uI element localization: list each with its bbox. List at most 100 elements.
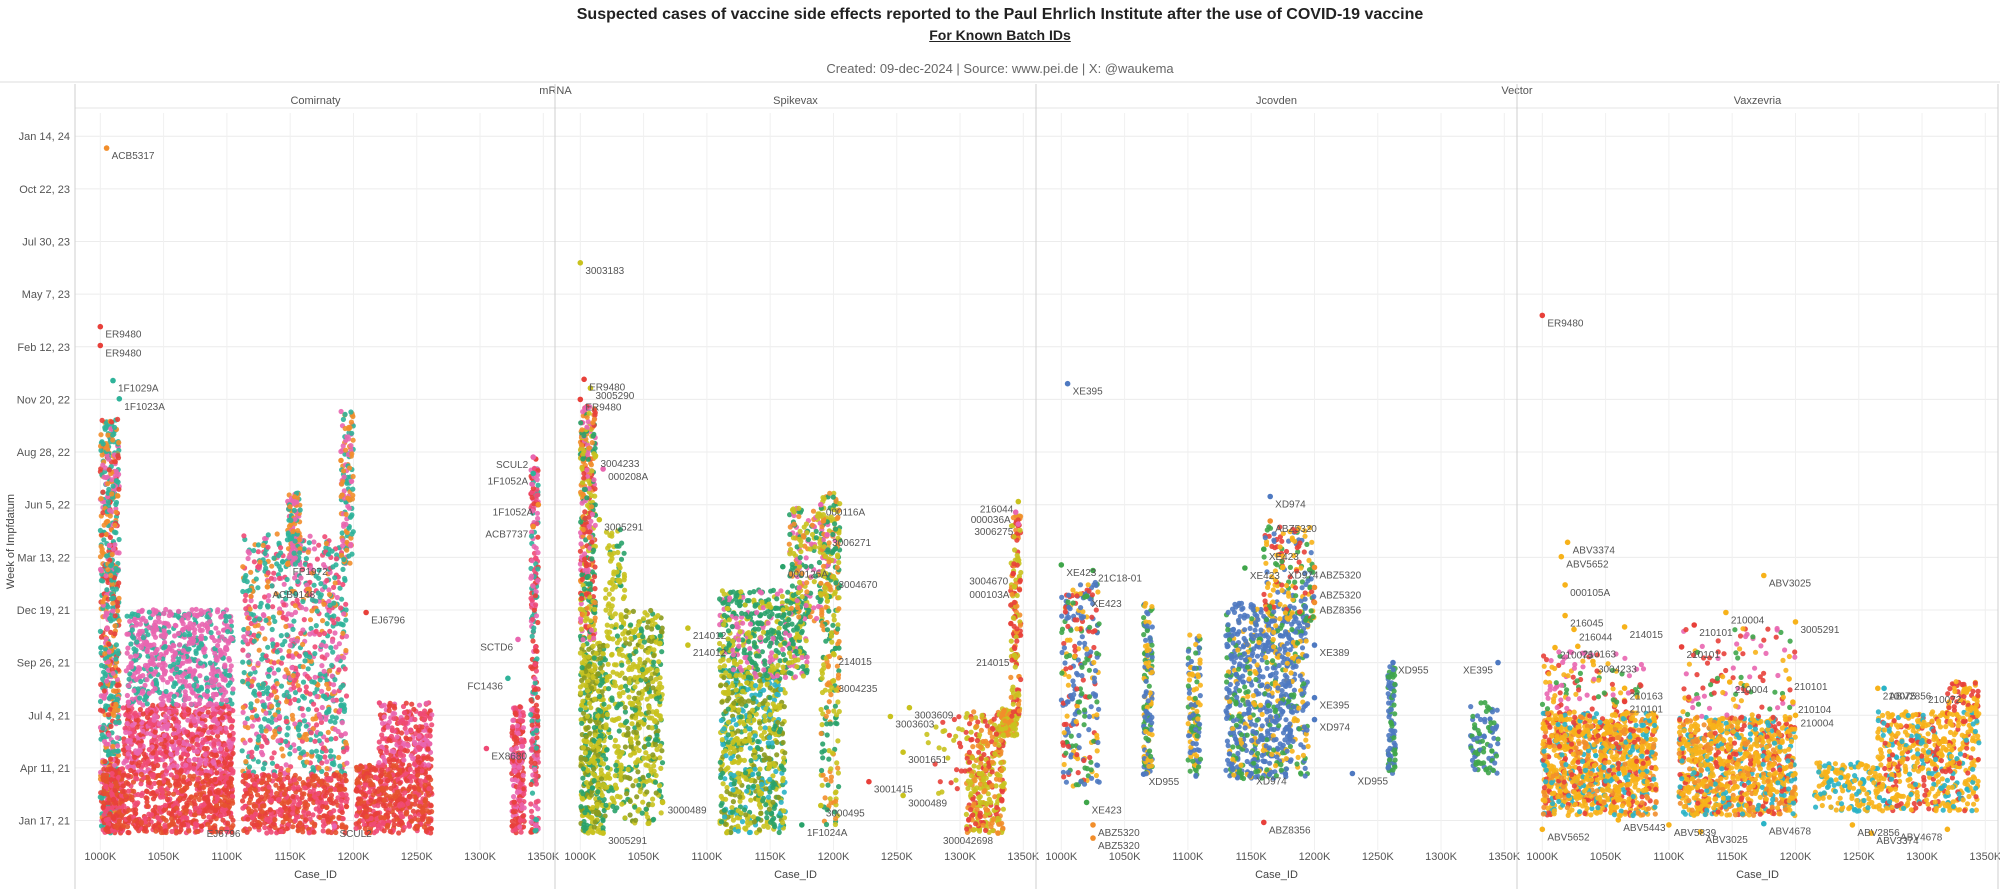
data-point (219, 807, 225, 813)
data-point (256, 616, 262, 622)
data-point (125, 683, 132, 689)
data-point (264, 739, 270, 746)
x-tick-label: 1350K (1488, 851, 1520, 863)
data-point (162, 802, 168, 808)
data-point (110, 432, 116, 438)
data-point (109, 791, 115, 797)
data-point (129, 722, 136, 728)
data-point (315, 791, 321, 797)
data-point (294, 809, 301, 815)
data-point (271, 750, 277, 756)
data-point (294, 814, 300, 820)
data-point (110, 743, 116, 749)
data-point (304, 736, 310, 743)
x-axis-title: Case_ID (1255, 869, 1298, 881)
data-point (348, 419, 354, 425)
data-point (307, 788, 313, 795)
data-point (249, 749, 255, 755)
data-point (275, 738, 281, 744)
data-point (156, 780, 162, 786)
data-point (202, 752, 208, 758)
data-point (252, 604, 258, 610)
data-point (248, 569, 254, 575)
data-point (349, 430, 355, 436)
data-point (282, 674, 288, 680)
data-point (113, 586, 119, 592)
data-point (106, 732, 112, 738)
data-point (219, 715, 225, 721)
data-point (338, 605, 344, 611)
data-point (211, 813, 217, 820)
x-tick-label: 1300K (1425, 851, 1457, 863)
data-point (245, 625, 251, 631)
data-point (110, 437, 116, 443)
x-tick-label: 1200K (818, 851, 850, 863)
data-point (100, 509, 106, 516)
data-point (99, 549, 105, 555)
data-point (125, 699, 131, 705)
data-point (166, 697, 172, 703)
data-point (230, 736, 236, 742)
data-point (292, 748, 298, 754)
data-point (340, 537, 346, 544)
data-point (321, 630, 327, 637)
x-tick-label: 1200K (1299, 851, 1331, 863)
data-point (323, 540, 329, 547)
data-point (292, 555, 298, 561)
data-point (327, 628, 333, 635)
data-point (115, 743, 121, 749)
data-point (316, 542, 322, 548)
data-point (305, 666, 311, 672)
data-point (204, 675, 210, 681)
data-point (246, 550, 252, 556)
data-point (99, 417, 105, 423)
data-point (243, 592, 249, 599)
data-point (263, 728, 269, 734)
data-point (255, 737, 261, 743)
data-point (167, 675, 174, 681)
data-point (287, 504, 293, 510)
data-point (109, 581, 115, 587)
data-point (274, 531, 280, 537)
data-point (328, 792, 335, 798)
data-point (353, 821, 359, 827)
data-point (115, 651, 121, 657)
data-point (143, 828, 149, 834)
panel-header: Spikevax (773, 95, 818, 107)
data-point (230, 822, 236, 829)
data-point (242, 597, 248, 604)
data-point (150, 656, 156, 663)
data-point (391, 812, 397, 818)
data-point (228, 761, 234, 767)
data-point (141, 751, 147, 757)
data-point (384, 778, 391, 784)
data-point (269, 626, 275, 633)
data-point (102, 673, 108, 679)
data-point (162, 713, 169, 719)
data-point (240, 564, 246, 570)
data-point (194, 829, 200, 835)
data-point (97, 554, 104, 560)
data-point (328, 787, 334, 793)
data-point (243, 790, 250, 796)
data-point (105, 604, 111, 610)
data-point (265, 817, 271, 823)
data-point (176, 656, 182, 663)
data-point (299, 706, 305, 712)
data-point (120, 747, 126, 753)
data-point (103, 741, 109, 747)
data-point (311, 582, 317, 588)
data-point (150, 796, 157, 802)
data-point (105, 748, 111, 754)
data-point (323, 643, 329, 649)
data-point (412, 794, 418, 800)
data-point (175, 630, 181, 637)
data-point (193, 606, 199, 613)
data-point (213, 677, 219, 683)
data-point (286, 554, 292, 560)
y-tick-label: Jan 14, 24 (19, 131, 70, 143)
data-point (252, 781, 258, 787)
data-point (133, 775, 139, 781)
data-point (266, 784, 272, 790)
data-point (272, 731, 278, 738)
